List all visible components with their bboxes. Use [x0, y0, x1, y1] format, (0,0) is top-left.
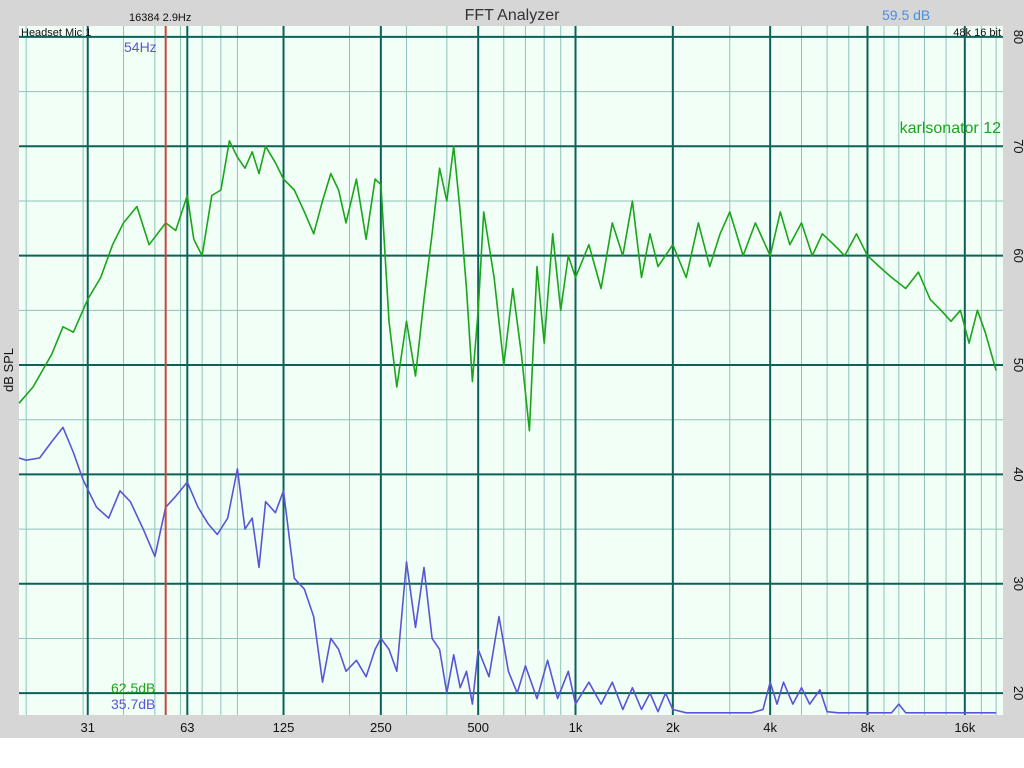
- x-tick-label: 8k: [861, 720, 875, 735]
- x-tick-label: 250: [370, 720, 392, 735]
- footer-blank: [0, 738, 1024, 768]
- x-tick-label: 2k: [666, 720, 680, 735]
- major-grid: [19, 26, 1003, 715]
- y-tick-label: 50: [1011, 358, 1024, 372]
- cursor-frequency-label: 54Hz: [124, 39, 157, 55]
- x-tick-label: 1k: [569, 720, 583, 735]
- y-tick-label: 70: [1011, 139, 1024, 153]
- x-tick-label: 500: [467, 720, 489, 735]
- sample-format-label: 48k 16 bit: [953, 27, 1001, 39]
- fft-size-resolution: 16384 2.9Hz: [129, 12, 191, 24]
- x-tick-label: 63: [180, 720, 194, 735]
- y-tick-label: 80: [1011, 30, 1024, 44]
- y-tick-labels: 20 30 40 50 60 70 80: [1011, 30, 1024, 701]
- series-label: karlsonator 12: [900, 120, 1001, 137]
- green-trace-line: [18, 140, 997, 432]
- y-tick-label: 20: [1011, 686, 1024, 700]
- cursor-readout-green: 62.5dB: [111, 680, 155, 696]
- cursor-readout-blue: 35.7dB: [111, 696, 155, 712]
- level-readout: 59.5 dB: [882, 7, 930, 23]
- x-tick-label: 125: [273, 720, 295, 735]
- x-tick-label: 16k: [954, 720, 975, 735]
- window-title: FFT Analyzer: [465, 7, 561, 24]
- x-tick-label: 31: [81, 720, 95, 735]
- y-axis-label: dB SPL: [1, 348, 16, 392]
- plot-area[interactable]: [19, 26, 1003, 715]
- y-tick-label: 30: [1011, 577, 1024, 591]
- y-tick-label: 40: [1011, 467, 1024, 481]
- traces: [18, 140, 997, 714]
- x-tick-label: 4k: [763, 720, 777, 735]
- input-device-label: Headset Mic 1: [21, 27, 91, 39]
- blue-trace-line: [18, 426, 997, 714]
- x-tick-labels: 31 63 125 250 500 1k 2k 4k 8k 16k: [81, 720, 976, 735]
- fft-chart[interactable]: 31 63 125 250 500 1k 2k 4k 8k 16k 20304050607080 …: [0, 0, 1024, 738]
- minor-grid: [19, 26, 1003, 715]
- y-tick-label: 60: [1011, 248, 1024, 262]
